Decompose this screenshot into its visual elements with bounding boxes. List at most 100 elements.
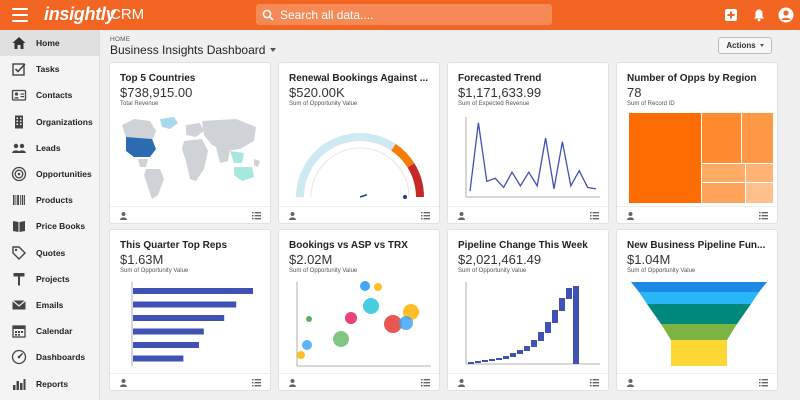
bar-chart[interactable] <box>116 278 266 374</box>
add-icon[interactable] <box>722 6 740 24</box>
sidebar-item-emails[interactable]: Emails <box>0 292 99 318</box>
user-icon[interactable] <box>119 378 128 387</box>
user-icon[interactable] <box>119 211 128 220</box>
list-icon[interactable] <box>590 211 599 220</box>
card-title: Number of Opps by Region <box>627 73 757 84</box>
sidebar-item-label: Products <box>36 195 73 206</box>
bubble-chart[interactable] <box>285 278 435 374</box>
sidebar-item-opportunities[interactable]: Opportunities <box>0 161 99 187</box>
card-value: $1.63M <box>120 252 164 267</box>
waterfall-bar <box>482 360 488 362</box>
sidebar-item-label: Organizations <box>36 116 93 127</box>
search-input[interactable] <box>280 7 540 22</box>
card-top-reps[interactable]: This Quarter Top Reps $1.63M Sum of Oppo… <box>109 229 271 391</box>
card-renewal-bookings[interactable]: Renewal Bookings Against ... $520.00K Su… <box>278 62 440 224</box>
line-series <box>469 122 597 192</box>
list-icon[interactable] <box>421 378 430 387</box>
card-subtitle: Sum of Opportunity Value <box>627 268 696 274</box>
card-footer <box>279 373 439 390</box>
sidebar-item-price-books[interactable]: Price Books <box>0 213 99 239</box>
funnel-stage <box>631 282 767 292</box>
list-icon[interactable] <box>759 378 768 387</box>
sidebar-item-calendar[interactable]: Calendar <box>0 318 99 344</box>
sidebar: Home Tasks Contacts Organizations Leads … <box>0 30 100 400</box>
sidebar-item-label: Leads <box>36 142 61 153</box>
user-icon[interactable] <box>457 211 466 220</box>
bar <box>133 342 199 348</box>
treemap-cell <box>702 113 741 163</box>
sidebar-item-organizations[interactable]: Organizations <box>0 109 99 135</box>
sidebar-item-leads[interactable]: Leads <box>0 135 99 161</box>
chevron-down-icon <box>759 44 764 47</box>
bar <box>133 315 225 321</box>
card-pipeline-change[interactable]: Pipeline Change This Week $2,021,461.49 … <box>447 229 609 391</box>
sidebar-item-tasks[interactable]: Tasks <box>0 56 99 82</box>
sidebar-item-quotes[interactable]: Quotes <box>0 240 99 266</box>
treemap-chart[interactable] <box>623 111 773 207</box>
user-icon[interactable] <box>288 211 297 220</box>
sidebar-item-label: Projects <box>36 273 70 284</box>
list-icon[interactable] <box>759 211 768 220</box>
sidebar-item-products[interactable]: Products <box>0 187 99 213</box>
user-icon[interactable] <box>457 378 466 387</box>
menu-icon[interactable] <box>12 8 28 22</box>
card-title: Forecasted Trend <box>458 73 542 84</box>
waterfall-bar <box>545 322 551 333</box>
sidebar-item-reports[interactable]: Reports <box>0 370 99 396</box>
user-avatar-icon[interactable] <box>777 6 795 24</box>
card-new-business-funnel[interactable]: New Business Pipeline Fun... $1.04M Sum … <box>616 229 778 391</box>
list-icon[interactable] <box>590 378 599 387</box>
sidebar-item-contacts[interactable]: Contacts <box>0 82 99 108</box>
contacts-icon <box>10 87 28 103</box>
treemap-cell <box>746 183 773 203</box>
card-subtitle: Sum of Record ID <box>627 101 675 107</box>
sidebar-item-label: Reports <box>36 378 69 389</box>
page-title: Business Insights Dashboard <box>110 43 266 57</box>
card-top-5-countries[interactable]: Top 5 Countries $738,915.00 Total Revenu… <box>109 62 271 224</box>
home-icon <box>10 35 28 51</box>
actions-button[interactable]: Actions <box>718 37 772 54</box>
list-icon[interactable] <box>252 211 261 220</box>
card-title: Renewal Bookings Against ... <box>289 73 429 84</box>
treemap-cell <box>702 164 745 182</box>
organizations-icon <box>10 114 28 130</box>
line-chart[interactable] <box>454 111 604 207</box>
user-icon[interactable] <box>626 378 635 387</box>
sidebar-item-dashboards[interactable]: Dashboards <box>0 344 99 370</box>
tasks-icon <box>10 61 28 77</box>
user-icon[interactable] <box>626 211 635 220</box>
search-box[interactable] <box>256 4 552 25</box>
calendar-icon <box>10 323 28 339</box>
waterfall-bar <box>517 350 523 354</box>
leads-icon <box>10 140 28 156</box>
card-subtitle: Sum of Opportunity Value <box>120 268 189 274</box>
price-books-icon <box>10 218 28 234</box>
world-map-chart[interactable] <box>116 111 266 207</box>
products-icon <box>10 192 28 208</box>
breadcrumb[interactable]: HOME <box>110 36 131 43</box>
treemap-cell <box>629 113 701 203</box>
user-icon[interactable] <box>288 378 297 387</box>
waterfall-bar <box>524 346 530 351</box>
funnel-chart[interactable] <box>623 278 773 374</box>
quotes-icon <box>10 245 28 261</box>
card-footer <box>617 206 777 223</box>
sidebar-item-home[interactable]: Home <box>0 30 99 57</box>
bell-icon[interactable] <box>750 6 768 24</box>
gauge-chart[interactable] <box>285 111 435 207</box>
list-icon[interactable] <box>421 211 430 220</box>
opportunities-icon <box>10 166 28 182</box>
waterfall-bar <box>573 286 579 364</box>
bubble <box>306 316 312 322</box>
bar <box>133 328 204 335</box>
card-opps-by-region[interactable]: Number of Opps by Region 78 Sum of Recor… <box>616 62 778 224</box>
waterfall-chart[interactable] <box>454 278 604 374</box>
dashboard-title-dropdown[interactable]: Business Insights Dashboard <box>110 43 277 57</box>
sidebar-item-label: Quotes <box>36 247 66 258</box>
sidebar-item-label: Price Books <box>36 221 86 232</box>
sidebar-item-projects[interactable]: Projects <box>0 266 99 292</box>
card-bookings-asp-trx[interactable]: Bookings vs ASP vs TRX $2.02M Sum of Opp… <box>278 229 440 391</box>
list-icon[interactable] <box>252 378 261 387</box>
card-forecasted-trend[interactable]: Forecasted Trend $1,171,633.99 Sum of Ex… <box>447 62 609 224</box>
insightly-logo[interactable]: insightly <box>44 4 116 24</box>
